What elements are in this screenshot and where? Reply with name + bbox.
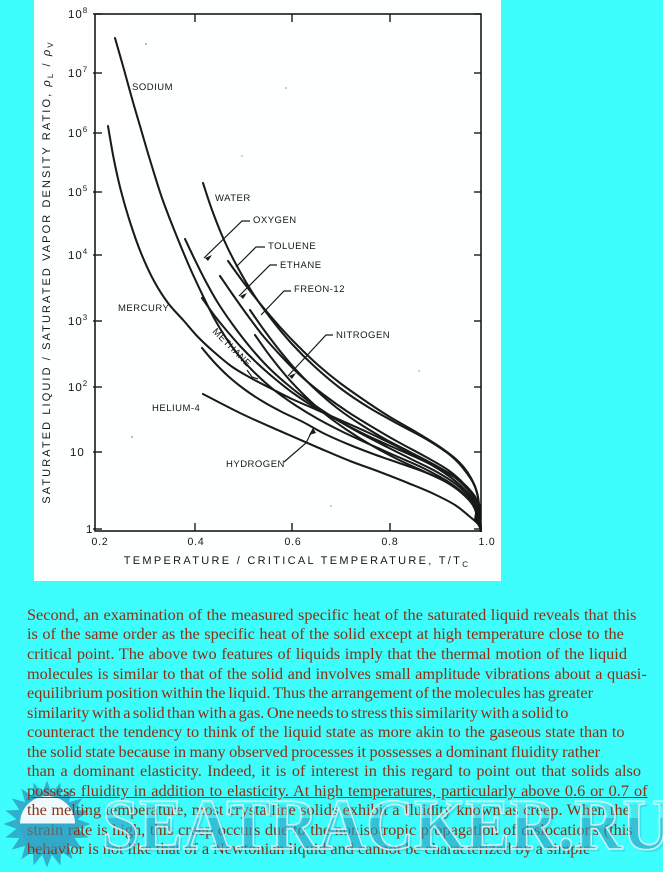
svg-text:NITROGEN: NITROGEN: [336, 330, 390, 341]
svg-text:1: 1: [86, 524, 93, 536]
svg-text:0.8: 0.8: [382, 536, 399, 548]
svg-text:HELIUM-4: HELIUM-4: [152, 403, 200, 414]
svg-text:108: 108: [68, 6, 88, 21]
svg-text:HYDROGEN: HYDROGEN: [226, 459, 285, 470]
svg-text:FREON-12: FREON-12: [294, 284, 345, 295]
svg-text:SODIUM: SODIUM: [132, 82, 173, 93]
svg-text:0.6: 0.6: [285, 536, 302, 548]
svg-text:10: 10: [70, 447, 85, 459]
svg-text:107: 107: [68, 65, 88, 80]
svg-text:0.4: 0.4: [188, 536, 205, 548]
svg-text:0.2: 0.2: [92, 536, 109, 548]
svg-text:103: 103: [68, 313, 88, 328]
svg-text:102: 102: [68, 379, 88, 394]
svg-text:SEATRACKER.RU: SEATRACKER.RU: [105, 787, 663, 868]
svg-text:ETHANE: ETHANE: [280, 260, 322, 271]
svg-text:TEMPERATURE / CRITICAL TEMPERA: TEMPERATURE / CRITICAL TEMPERATURE, T/TC: [124, 555, 471, 569]
svg-text:106: 106: [68, 125, 88, 140]
svg-text:SATURATED LIQUID / SATURATED V: SATURATED LIQUID / SATURATED VAPOR DENSI…: [41, 40, 55, 503]
svg-text:TOLUENE: TOLUENE: [268, 241, 316, 252]
svg-text:SEATRACKER.RU: SEATRACKER.RU: [102, 784, 663, 865]
svg-text:OXYGEN: OXYGEN: [253, 215, 297, 226]
svg-text:104: 104: [68, 247, 88, 262]
svg-text:1.0: 1.0: [479, 536, 496, 548]
svg-text:WATER: WATER: [215, 193, 251, 204]
svg-text:105: 105: [68, 184, 88, 199]
svg-text:MERCURY: MERCURY: [118, 303, 170, 314]
